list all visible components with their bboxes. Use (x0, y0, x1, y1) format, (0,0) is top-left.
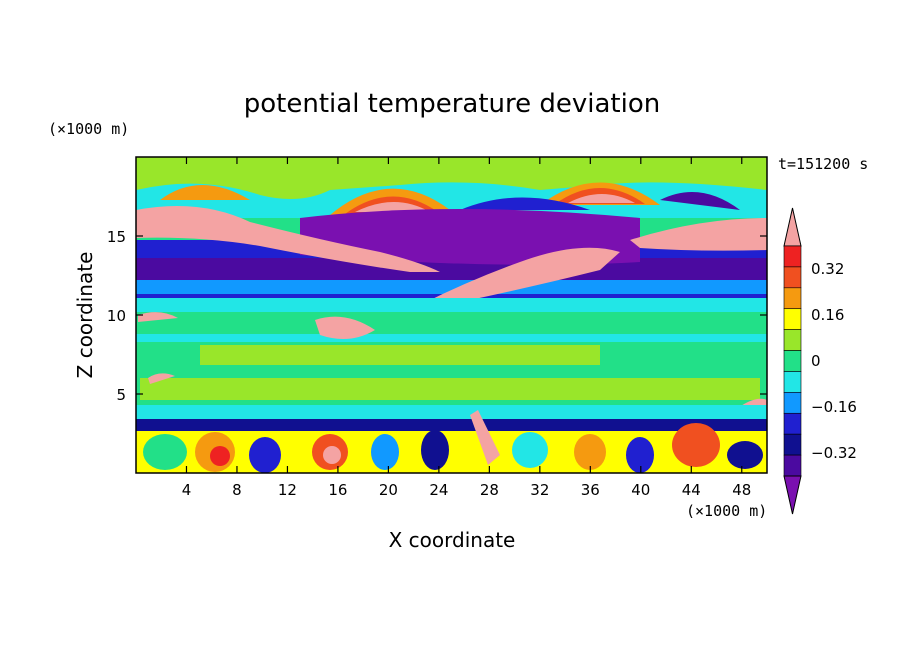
colorbar-bottom-triangle (783, 475, 802, 515)
band-blue-stripe (136, 280, 767, 294)
colorbar-tick-label: 0 (811, 352, 821, 370)
time-label: t=151200 s (778, 155, 868, 173)
arc-left-top (160, 185, 250, 200)
y-axis-ticks: 5 10 15 (107, 228, 767, 404)
x-tick-label: 36 (581, 481, 600, 499)
colorbar-segment (783, 454, 802, 477)
contour-field (136, 157, 767, 473)
pink-layer-mid (420, 247, 620, 305)
colorbar-segment (783, 350, 802, 372)
x-tick-label: 16 (328, 481, 347, 499)
band-lime-2 (140, 378, 760, 400)
x-tick-label: 32 (530, 481, 549, 499)
pink-blob-left2 (148, 373, 175, 384)
pink-blob-left (138, 312, 178, 322)
band-mid-green (136, 312, 767, 334)
band-low-cyan (136, 405, 767, 419)
x-tick-label: 48 (732, 481, 751, 499)
colorbar-segment (783, 287, 802, 310)
blue-patch-1 (460, 197, 590, 210)
x-unit-label: (×1000 m) (686, 502, 767, 520)
x-axis-label: X coordinate (389, 528, 516, 552)
colorbar-top-triangle (783, 207, 802, 247)
y-tick-label: 15 (107, 228, 126, 246)
x-tick-label: 44 (682, 481, 701, 499)
colorbar-segment (783, 392, 802, 414)
x-tick-label: 40 (631, 481, 650, 499)
x-tick-label: 4 (182, 481, 192, 499)
band-low-navy (136, 419, 767, 431)
y-tick-label: 5 (116, 386, 126, 404)
band-light-cyan (136, 334, 767, 342)
y-axis-label: Z coordinate (73, 252, 97, 379)
y-unit-label: (×1000 m) (48, 120, 129, 138)
pink-blob-mid (315, 316, 375, 339)
band-bottom-yellow (136, 431, 767, 473)
bottom-cells (143, 410, 763, 473)
chart-title: potential temperature deviation (244, 89, 660, 119)
colorbar-segment (783, 371, 802, 393)
colorbar-segment (783, 308, 802, 330)
y-tick-label: 10 (107, 307, 126, 325)
colorbar (783, 207, 802, 515)
pink-layer-right (630, 218, 767, 251)
blue-patch-2 (660, 192, 740, 210)
x-tick-label: 28 (480, 481, 499, 499)
band-cyan-lower (136, 298, 767, 312)
band-lime-1 (200, 345, 600, 365)
colorbar-tick-label: 0.16 (811, 306, 844, 324)
colorbar-tick-label: −0.16 (811, 398, 857, 416)
x-axis-ticks: 4 8 12 16 20 24 28 32 36 40 44 48 (182, 157, 751, 499)
pink-layer-left (136, 206, 440, 272)
colorbar-segment (783, 329, 802, 351)
colorbar-segment (783, 245, 802, 268)
x-tick-label: 20 (379, 481, 398, 499)
x-tick-label: 12 (278, 481, 297, 499)
x-tick-label: 8 (232, 481, 242, 499)
pink-top-1 (355, 202, 430, 212)
colorbar-segment (783, 266, 802, 289)
colorbar-tick-label: 0.32 (811, 260, 844, 278)
colorbar-segment (783, 433, 802, 456)
colorbar-segment (783, 412, 802, 435)
x-tick-label: 24 (429, 481, 448, 499)
pink-top-2 (568, 194, 635, 203)
colorbar-tick-label: −0.32 (811, 444, 857, 462)
purple-dome (300, 209, 640, 265)
colorbar-labels: 0.32 0.16 0 −0.16 −0.32 (811, 260, 857, 462)
